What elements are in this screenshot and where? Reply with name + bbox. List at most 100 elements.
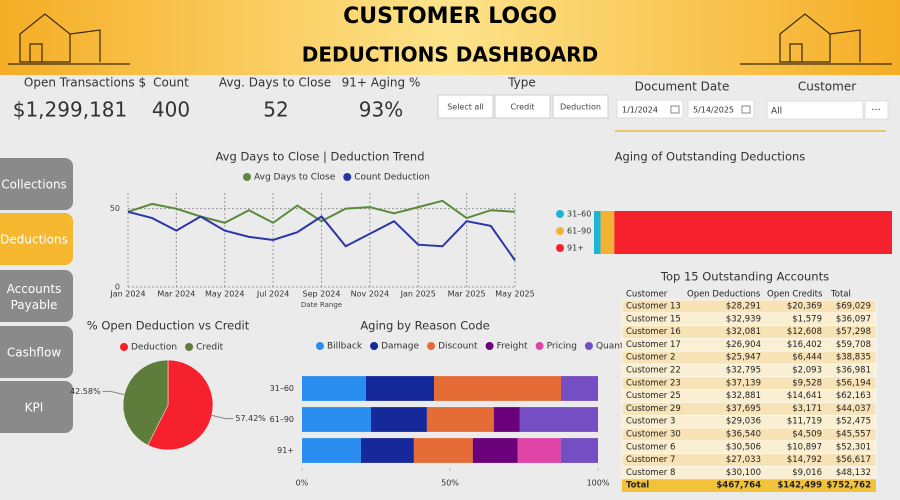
series-line <box>127 199 516 224</box>
table-cell: $44,037 <box>836 404 871 414</box>
table-cell: $38,835 <box>836 353 871 363</box>
legend-label: 91+ <box>567 244 584 253</box>
legend-label: Credit <box>196 343 224 353</box>
more-button[interactable] <box>864 100 889 120</box>
filter-button[interactable] <box>437 94 494 119</box>
table-cell: $9,528 <box>792 378 822 388</box>
table-cell: $25,947 <box>726 353 761 363</box>
legend-marker <box>556 210 564 218</box>
data-label: 42.58% <box>70 387 101 396</box>
table-cell: $52,301 <box>836 442 871 452</box>
legend-label: Damage <box>381 342 419 352</box>
x-tick-label: Mar 2025 <box>448 290 486 299</box>
total-cell: $752,762 <box>826 481 871 491</box>
table-cell: $10,897 <box>787 442 822 452</box>
table-cell: $20,369 <box>787 302 822 312</box>
bar-segment <box>302 376 366 401</box>
legend-marker <box>370 342 379 350</box>
table-cell: $32,795 <box>726 366 761 376</box>
chart-title: % Open Deduction vs Credit <box>87 319 250 333</box>
x-tick-label: Nov 2024 <box>351 290 390 299</box>
table-cell: $4,509 <box>792 430 822 440</box>
legend-marker <box>343 173 352 181</box>
bar-segment <box>560 438 598 463</box>
table-cell: $26,904 <box>726 340 761 350</box>
kpi-label: Open Transactions $ <box>24 76 146 90</box>
date-value: 5/14/2025 <box>693 106 734 115</box>
legend-marker <box>120 343 128 351</box>
table-cell: $27,033 <box>726 455 761 465</box>
customer-select[interactable] <box>766 100 864 120</box>
nav-label: Collections <box>1 178 67 192</box>
bar-segment <box>302 438 361 463</box>
legend-label: Pricing <box>547 342 577 352</box>
filter-label: Customer <box>798 80 856 94</box>
table-cell: $32,081 <box>726 327 761 337</box>
data-label: 57.42% <box>235 414 266 423</box>
bar-segment <box>600 211 615 254</box>
legend-marker <box>185 343 194 351</box>
leader-line <box>102 390 125 396</box>
filter-button[interactable] <box>494 94 551 119</box>
chart-title: Avg Days to Close | Deduction Trend <box>215 150 424 164</box>
nav-label: Accounts Payable <box>7 282 62 312</box>
table-cell: $2,093 <box>792 366 822 376</box>
legend-marker <box>556 244 564 252</box>
y-tick-label: 31–60 <box>270 384 294 393</box>
table-cell: $12,608 <box>787 327 822 337</box>
date-input[interactable] <box>687 99 755 119</box>
nav-button[interactable] <box>0 326 73 378</box>
legend-marker <box>556 227 564 235</box>
table-cell: $37,695 <box>726 404 761 414</box>
date-value: 1/1/2024 <box>622 106 658 115</box>
nav-button[interactable] <box>0 381 73 433</box>
table-cell: $37,139 <box>726 378 761 388</box>
nav-button[interactable] <box>0 270 73 322</box>
column-header: Total <box>830 290 851 300</box>
date-input[interactable] <box>616 99 684 119</box>
table-cell: Customer 29 <box>626 404 681 414</box>
x-axis-label: Date Range <box>301 301 342 309</box>
nav-button[interactable] <box>0 158 73 210</box>
table-cell: Customer 16 <box>626 327 681 337</box>
kpi-value: 400 <box>152 98 190 122</box>
legend-label: 61–90 <box>567 227 591 236</box>
legend-label: Deduction <box>131 343 177 353</box>
filter-option: Credit <box>510 103 534 112</box>
legend-marker <box>485 342 494 350</box>
filter-button[interactable] <box>552 94 609 119</box>
total-cell: $142,499 <box>777 481 822 491</box>
header-band <box>0 0 900 75</box>
logo: CUSTOMER LOGO <box>343 4 557 29</box>
calendar-icon <box>741 105 751 114</box>
y-tick-label: 50 <box>110 204 120 213</box>
table-cell: $30,100 <box>726 468 761 478</box>
total-row <box>622 479 876 492</box>
table-cell: $36,981 <box>836 366 871 376</box>
x-tick-label: Mar 2024 <box>157 290 195 299</box>
table-cell: Customer 15 <box>626 314 681 324</box>
x-tick-label: 100% <box>587 479 610 488</box>
x-tick-label: Jan 2024 <box>109 290 145 299</box>
table-cell: $45,557 <box>836 430 871 440</box>
legend-label: Discount <box>438 342 478 352</box>
table-cell: $32,881 <box>726 391 761 401</box>
table-cell: Customer 13 <box>626 302 681 312</box>
bar-segment <box>413 438 473 463</box>
table-cell: $32,939 <box>726 314 761 324</box>
dashboard-title: DEDUCTIONS DASHBOARD <box>302 43 598 67</box>
table-cell: Customer 6 <box>626 442 675 452</box>
more-label: ··· <box>871 105 881 116</box>
table-cell: Customer 2 <box>626 353 675 363</box>
x-tick-label: 50% <box>441 479 459 488</box>
table-cell: Customer 25 <box>626 391 681 401</box>
total-cell: $467,764 <box>716 481 761 491</box>
legend-label: Avg Days to Close <box>254 173 336 183</box>
table-cell: $57,298 <box>836 327 871 337</box>
table-cell: $52,475 <box>836 417 871 427</box>
table-cell: $59,708 <box>836 340 871 350</box>
table-cell: Customer 30 <box>626 430 681 440</box>
table-row <box>621 466 877 480</box>
bar-segment <box>365 376 435 401</box>
nav-button[interactable] <box>0 213 73 265</box>
